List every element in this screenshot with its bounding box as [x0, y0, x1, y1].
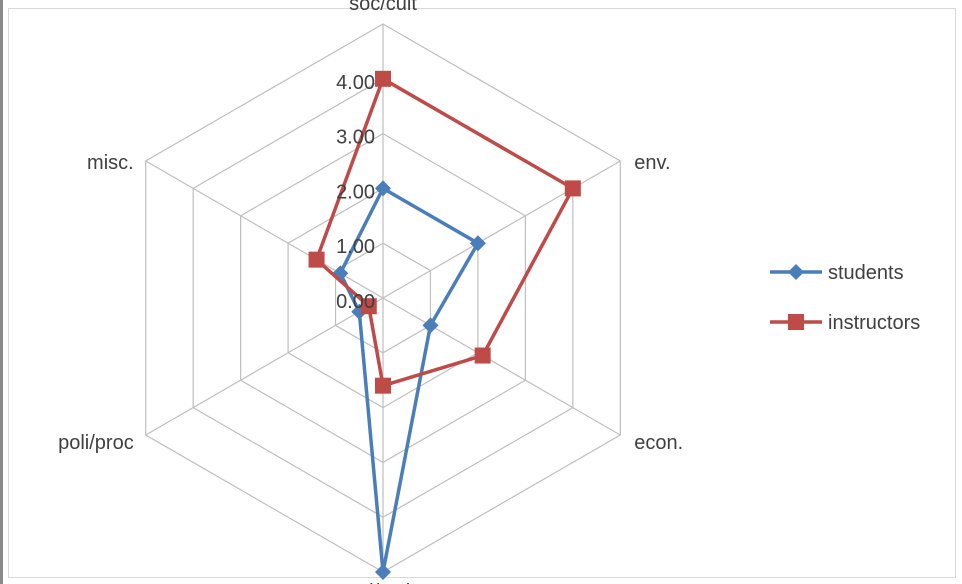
- tick-label-4: 4.00: [336, 72, 375, 94]
- spoke-2: [382, 297, 621, 436]
- radar-spokes: [145, 24, 621, 572]
- series-point-students-3: [375, 564, 391, 580]
- category-label-env: env.: [634, 152, 670, 174]
- category-label-soccult: soc/cult: [349, 0, 417, 15]
- series-point-instructors-1: [564, 180, 581, 197]
- series-point-instructors-5: [308, 251, 325, 268]
- spoke-4: [145, 297, 384, 436]
- series-point-instructors-3: [375, 377, 391, 394]
- data-series: [308, 70, 581, 580]
- legend: students instructors: [770, 262, 920, 334]
- tick-label-1: 1.00: [336, 236, 375, 258]
- series-point-students-1: [469, 235, 486, 252]
- category-label-econ: econ.: [634, 432, 683, 454]
- legend-label-students: students: [828, 262, 904, 284]
- category-label-misc: misc.: [87, 152, 134, 174]
- series-line-instructors: [314, 77, 575, 388]
- tick-labels: 0.00 1.00 2.00 3.00 4.00: [336, 72, 375, 313]
- window-left-edge: [0, 0, 8, 584]
- spoke-1: [382, 160, 621, 299]
- series-point-instructors-0: [375, 70, 391, 87]
- legend-marker-instructors: [788, 314, 804, 330]
- category-labels: soc/cult env. econ. sci/tech poli/proc misc.: [58, 0, 683, 584]
- tick-label-0: 0.00: [336, 291, 375, 313]
- legend-marker-students: [788, 264, 804, 280]
- legend-label-instructors: instructors: [828, 312, 920, 334]
- tick-label-3: 3.00: [336, 127, 375, 149]
- series-point-instructors-4: [360, 298, 377, 315]
- series-point-instructors-2: [474, 347, 491, 364]
- tick-label-2: 2.00: [336, 181, 375, 203]
- series-point-students-0: [375, 180, 391, 197]
- chart-frame: [8, 8, 956, 578]
- series-point-students-2: [422, 317, 439, 334]
- category-label-scitech: sci/tech: [349, 581, 417, 584]
- category-label-poliproc: poli/proc: [58, 432, 134, 454]
